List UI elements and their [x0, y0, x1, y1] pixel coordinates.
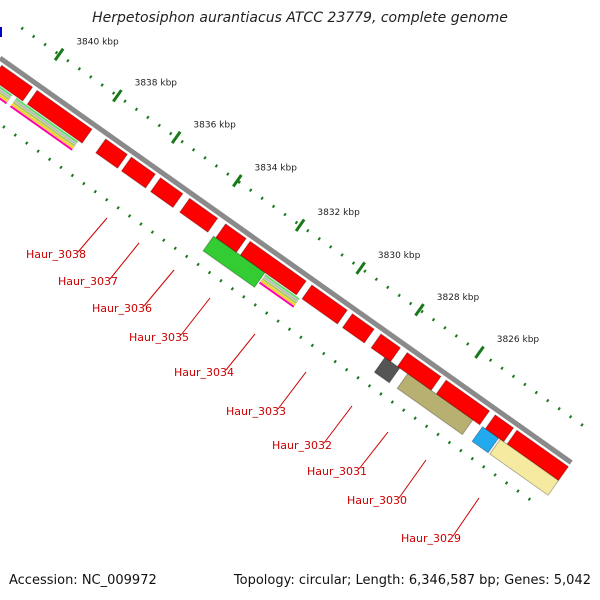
gene-block — [0, 64, 34, 102]
label-leader-line — [277, 371, 307, 410]
gene-label: Haur_3036 — [92, 302, 152, 315]
cog-block — [471, 426, 500, 454]
scale-label: 3828 kbp — [437, 293, 480, 303]
scale-tick — [294, 218, 306, 232]
label-leader-line — [180, 297, 211, 336]
cog-block — [202, 235, 266, 288]
cog-block — [396, 373, 474, 436]
cog-stripe — [12, 101, 76, 147]
scale-tick — [170, 130, 182, 145]
label-leader-line — [358, 431, 389, 470]
gene-label: Haur_3029 — [401, 532, 461, 545]
label-leader-line — [452, 497, 480, 537]
genome-backbone — [0, 55, 573, 465]
cog-stripe — [9, 105, 73, 151]
cog-stripe — [0, 97, 8, 105]
scale-label: 3834 kbp — [255, 164, 298, 174]
cog-stripe — [261, 277, 298, 304]
gene-label: Haur_3037 — [58, 275, 118, 288]
cog-stripe — [0, 94, 9, 103]
gene-block — [95, 138, 129, 169]
gene-label: Haur_3035 — [129, 331, 189, 344]
scale-label: 3830 kbp — [378, 251, 421, 261]
label-leader-line — [109, 242, 140, 280]
cog-stripe — [0, 91, 10, 101]
cog-stripe — [258, 281, 295, 308]
genome-summary-text: Topology: circular; Length: 6,346,587 bp… — [233, 573, 591, 588]
label-leader-line — [77, 217, 108, 253]
cog-stripe — [264, 274, 300, 301]
cog-stripe — [0, 86, 13, 97]
cog-stripe — [260, 279, 296, 306]
cog-stripe — [262, 276, 299, 302]
scale-tick — [53, 47, 65, 62]
label-leader-line — [143, 269, 175, 307]
cog-stripe — [11, 103, 75, 149]
scale-label: 3832 kbp — [317, 208, 360, 218]
scale-tick — [232, 174, 243, 188]
scale-tick — [355, 261, 366, 275]
label-leader-line — [398, 459, 427, 499]
cog-stripe — [0, 89, 12, 99]
gene-block — [341, 313, 375, 344]
cog-stripe — [13, 99, 77, 146]
scale-ring-dots — [20, 26, 594, 434]
gene-label: Haur_3038 — [26, 248, 86, 261]
edge-marker — [0, 27, 2, 37]
scale-label: 3840 kbp — [76, 37, 119, 47]
gene-block — [26, 89, 93, 144]
gene-label: Haur_3031 — [307, 465, 367, 478]
gene-label: Haur_3034 — [174, 366, 234, 379]
gene-block — [179, 197, 219, 233]
gene-block — [396, 351, 442, 392]
cog-stripe — [15, 97, 79, 144]
gene-label: Haur_3030 — [347, 494, 407, 507]
cog-block — [373, 356, 401, 384]
scale-label: 3826 kbp — [497, 335, 540, 345]
gene-label: Haur_3033 — [226, 405, 286, 418]
map-title: Herpetosiphon aurantiacus ATCC 23779, co… — [92, 10, 508, 26]
label-leader-line — [225, 333, 256, 371]
label-leader-line — [323, 405, 353, 444]
gene-block — [484, 414, 515, 443]
gene-block — [239, 240, 307, 296]
gene-block — [301, 284, 348, 325]
gene-block — [435, 379, 491, 426]
scale-label: 3838 kbp — [135, 79, 178, 89]
accession-text: Accession: NC_009972 — [9, 573, 157, 588]
gene-label: Haur_3032 — [272, 439, 332, 452]
gene-block — [120, 156, 157, 189]
scale-label: 3836 kbp — [193, 120, 236, 130]
scale-tick — [414, 303, 425, 317]
scale-tick — [474, 345, 485, 359]
cog-block — [489, 438, 560, 496]
scale-tick — [112, 89, 123, 103]
gene-block — [149, 177, 184, 209]
